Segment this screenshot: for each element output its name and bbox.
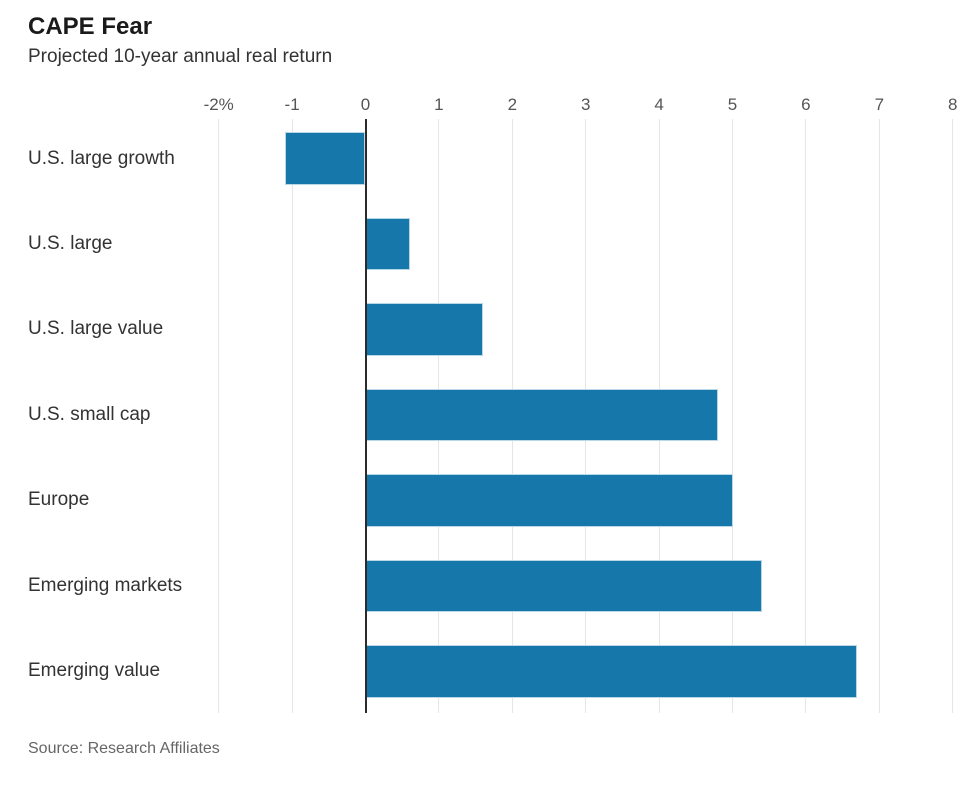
bar (365, 217, 410, 271)
x-axis-tick-label: -1 (284, 95, 300, 114)
gridline-x (952, 119, 954, 713)
category-label: U.S. large value (28, 318, 164, 340)
bar (365, 474, 733, 527)
x-axis-tick-label: 4 (654, 95, 664, 114)
category-label: Emerging value (28, 660, 161, 682)
gridline-x (805, 119, 807, 713)
x-axis-tick-label: 8 (947, 95, 958, 114)
category-label: U.S. large (28, 233, 113, 254)
x-axis-tick-label: 0 (360, 95, 371, 114)
x-axis-tick-label: 7 (874, 95, 885, 114)
gridline-x (878, 119, 880, 713)
gridline-x (218, 119, 220, 713)
bar (365, 388, 718, 442)
x-axis-tick-label: 2 (507, 95, 518, 114)
chart-title: CAPE Fear (28, 13, 153, 40)
x-axis-tick-label: 1 (434, 95, 444, 114)
x-axis-tick-label: -2% (203, 95, 234, 114)
bar (365, 645, 858, 698)
bar (365, 303, 483, 356)
category-label: U.S. small cap (28, 403, 151, 425)
category-label: Europe (28, 489, 90, 511)
category-label: U.S. large growth (28, 147, 175, 169)
x-axis-tick-label: 3 (580, 95, 591, 114)
category-label: Emerging markets (28, 574, 183, 596)
gridline-x (732, 119, 733, 713)
zero-axis-line (364, 119, 367, 713)
gridline-x (291, 119, 293, 713)
bar (284, 132, 366, 185)
bar (365, 559, 762, 613)
chart-subtitle: Projected 10-year annual real return (28, 46, 333, 67)
x-axis-tick-label: 6 (801, 95, 811, 114)
x-axis-tick-label: 5 (727, 95, 738, 114)
source-note: Source: Research Affiliates (28, 740, 220, 757)
